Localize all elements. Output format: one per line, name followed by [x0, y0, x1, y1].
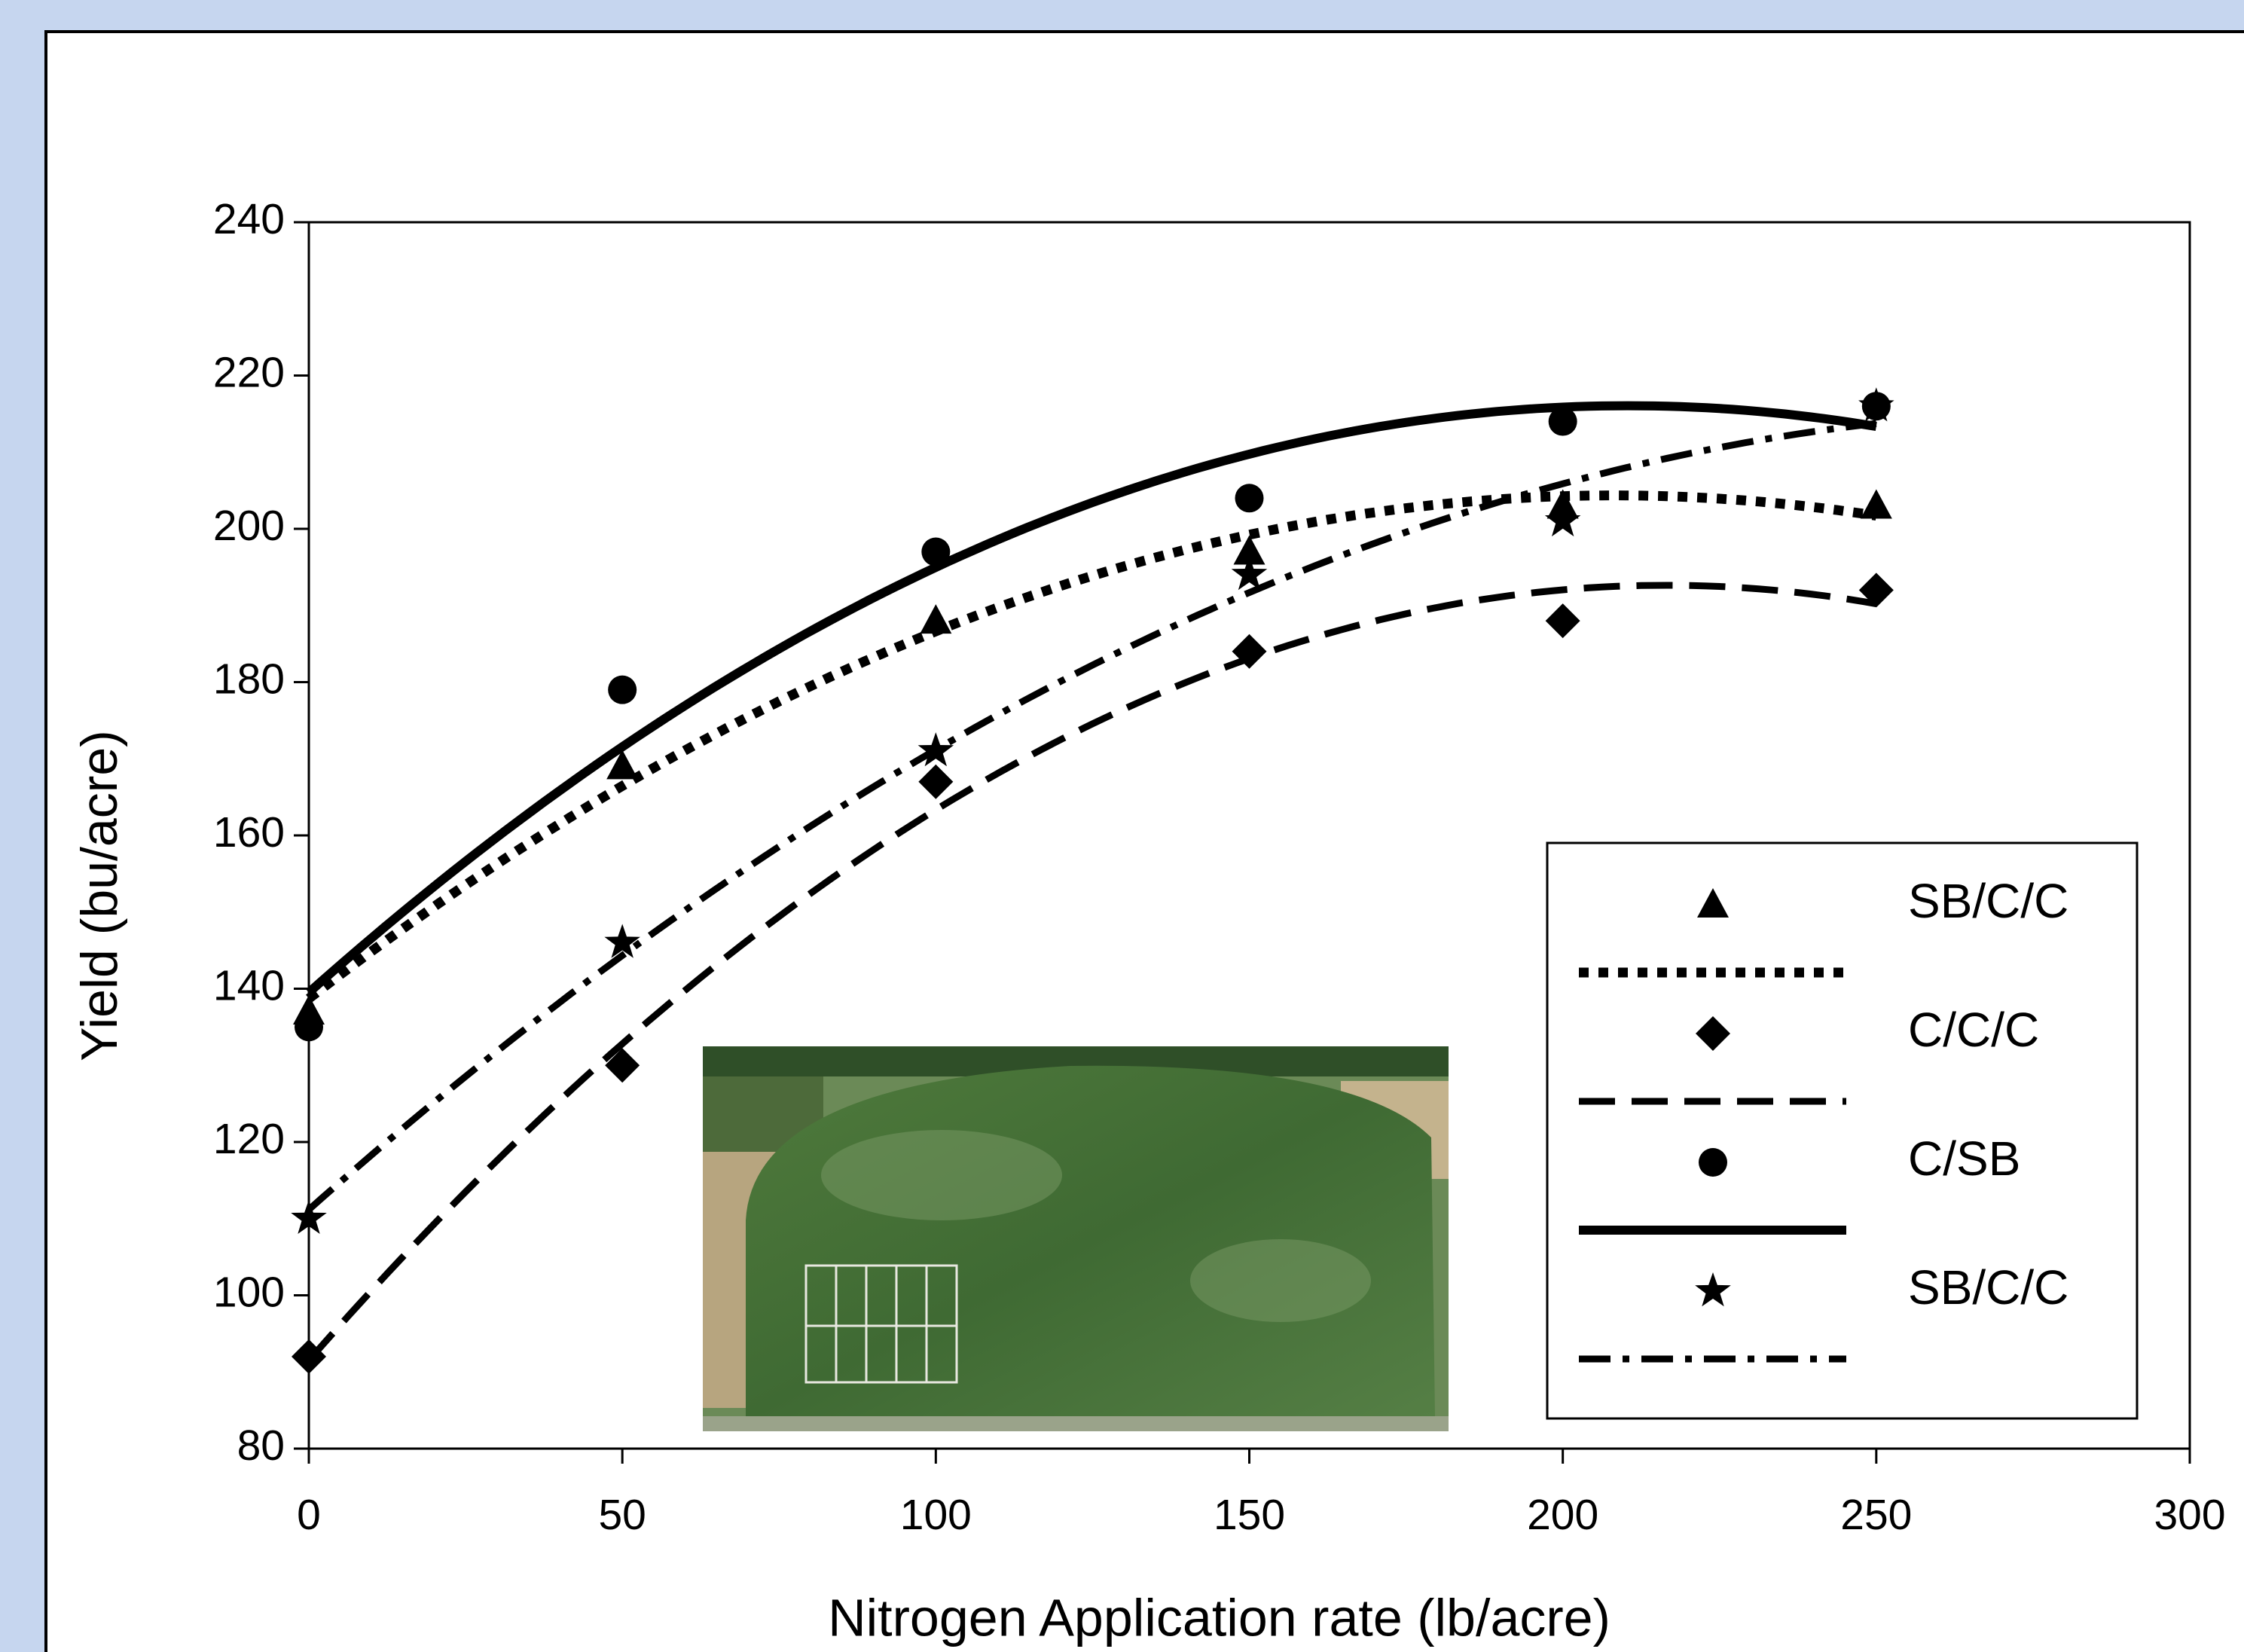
x-axis-title: Nitrogen Application rate (lb/acre)	[828, 1588, 1610, 1647]
marker	[1544, 502, 1581, 537]
y-axis-title: Yield (bu/acre)	[71, 730, 128, 1061]
y-tick-label: 120	[213, 1115, 285, 1163]
trend-line	[307, 420, 1877, 1213]
y-tick-label: 240	[213, 195, 285, 243]
legend-label: C/SB	[1908, 1131, 2020, 1186]
marker	[1231, 556, 1268, 591]
marker	[606, 750, 639, 780]
x-tick-label: 150	[1214, 1491, 1285, 1539]
trend-line	[306, 490, 1877, 1003]
x-tick-label: 250	[1840, 1491, 1912, 1539]
marker	[1232, 634, 1267, 669]
x-tick-label: 50	[598, 1491, 646, 1539]
y-tick-label: 80	[237, 1421, 285, 1470]
marker	[605, 1048, 640, 1083]
legend-marker	[1697, 888, 1729, 918]
x-tick-label: 100	[900, 1491, 972, 1539]
legend-box	[1546, 841, 2139, 1420]
legend-marker	[1699, 1148, 1727, 1177]
marker	[920, 604, 952, 634]
marker	[1858, 387, 1894, 422]
legend-label: SB/C/C	[1908, 874, 2068, 928]
legend-marker	[1696, 1016, 1730, 1051]
trend-line	[306, 401, 1877, 997]
y-tick-label: 200	[213, 502, 285, 550]
marker	[1860, 489, 1892, 519]
legend-label: C/C/C	[1908, 1003, 2039, 1057]
marker	[1233, 535, 1265, 565]
y-tick-label: 220	[213, 349, 285, 397]
marker	[608, 675, 637, 704]
marker	[295, 1012, 323, 1042]
marker	[1858, 573, 1894, 608]
x-tick-label: 300	[2154, 1491, 2225, 1539]
marker	[1545, 603, 1580, 639]
marker	[918, 764, 954, 799]
trend-line	[306, 582, 1877, 1363]
marker	[921, 537, 951, 566]
marker	[917, 732, 954, 767]
y-tick-label: 140	[213, 962, 285, 1010]
x-tick-label: 200	[1527, 1491, 1598, 1539]
y-tick-label: 160	[213, 808, 285, 857]
marker	[1235, 484, 1264, 513]
legend-label: SB/C/C	[1908, 1260, 2068, 1315]
inset-photo	[703, 1046, 1449, 1431]
y-tick-label: 180	[213, 655, 285, 704]
x-tick-label: 0	[297, 1491, 321, 1539]
marker	[292, 1339, 326, 1374]
y-tick-label: 100	[213, 1269, 285, 1317]
marker	[604, 924, 640, 958]
marker	[291, 1199, 327, 1234]
marker	[1548, 407, 1577, 436]
legend-marker	[1695, 1272, 1731, 1307]
